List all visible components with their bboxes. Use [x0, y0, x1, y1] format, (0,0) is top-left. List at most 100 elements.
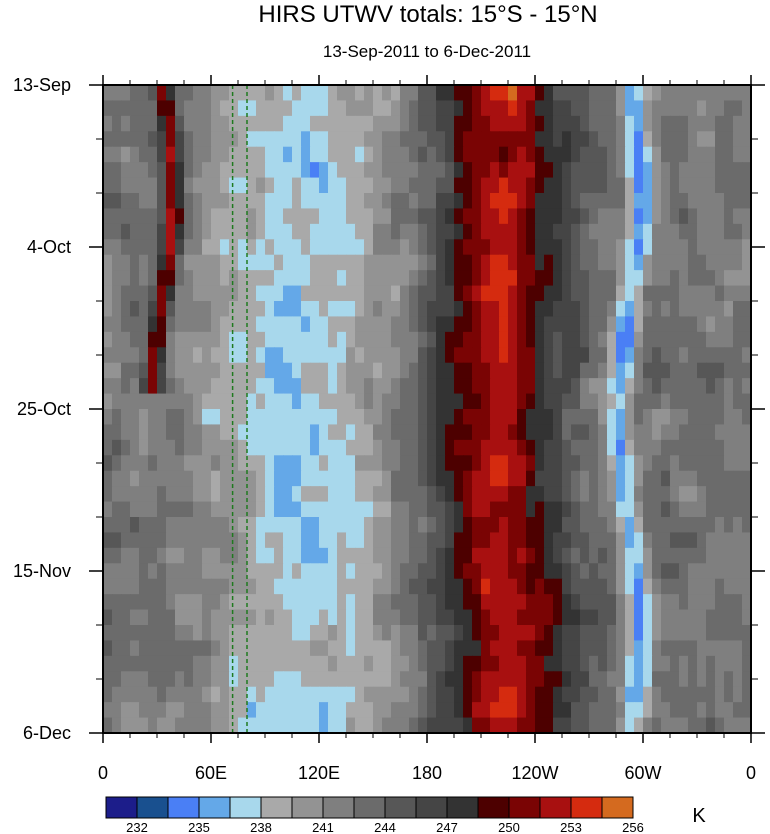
- heatmap-cell: [661, 208, 671, 225]
- heatmap-cell: [472, 270, 482, 287]
- heatmap-cell: [589, 362, 599, 379]
- heatmap-cell: [670, 270, 680, 287]
- heatmap-cell: [454, 162, 464, 179]
- heatmap-cell: [580, 177, 590, 194]
- heatmap-cell: [202, 686, 212, 703]
- heatmap-cell: [175, 532, 185, 549]
- heatmap-cell: [166, 439, 176, 456]
- heatmap-cell: [706, 532, 716, 549]
- heatmap-cell: [256, 239, 266, 256]
- heatmap-cell: [706, 424, 716, 441]
- heatmap-cell: [562, 517, 572, 534]
- heatmap-cell: [121, 501, 131, 518]
- heatmap-cell: [625, 100, 635, 117]
- heatmap-cell: [373, 393, 383, 410]
- heatmap-cell: [418, 517, 428, 534]
- heatmap-cell: [607, 547, 617, 564]
- heatmap-cell: [229, 285, 239, 302]
- heatmap-cell: [184, 362, 194, 379]
- heatmap-cell: [598, 470, 608, 487]
- heatmap-cell: [283, 208, 293, 225]
- heatmap-cell: [229, 470, 239, 487]
- heatmap-cell: [553, 239, 563, 256]
- heatmap-cell: [346, 409, 356, 426]
- heatmap-cell: [544, 578, 554, 595]
- heatmap-cell: [733, 439, 743, 456]
- heatmap-cell: [706, 146, 716, 163]
- heatmap-cell: [157, 115, 167, 132]
- heatmap-cell: [211, 455, 221, 472]
- heatmap-cell: [688, 223, 698, 240]
- heatmap-cell: [373, 547, 383, 564]
- heatmap-cell: [634, 378, 644, 395]
- heatmap-cell: [238, 409, 248, 426]
- heatmap-cell: [670, 362, 680, 379]
- heatmap-cell: [157, 193, 167, 210]
- heatmap-cell: [391, 331, 401, 348]
- heatmap-cell: [436, 193, 446, 210]
- heatmap-cell: [265, 331, 275, 348]
- heatmap-cell: [256, 517, 266, 534]
- heatmap-cell: [607, 162, 617, 179]
- heatmap-cell: [265, 223, 275, 240]
- heatmap-cell: [436, 115, 446, 132]
- heatmap-cell: [715, 131, 725, 148]
- heatmap-cell: [391, 439, 401, 456]
- colorbar-swatch: [353, 796, 386, 819]
- heatmap-cell: [337, 100, 347, 117]
- heatmap-cell: [238, 655, 248, 672]
- heatmap-cell: [256, 254, 266, 271]
- heatmap-cell: [571, 532, 581, 549]
- heatmap-cell: [409, 671, 419, 688]
- heatmap-cell: [157, 609, 167, 626]
- heatmap-cell: [283, 193, 293, 210]
- heatmap-cell: [328, 162, 338, 179]
- heatmap-cell: [301, 301, 311, 318]
- heatmap-cell: [517, 393, 527, 410]
- heatmap-cell: [139, 470, 149, 487]
- heatmap-cell: [292, 208, 302, 225]
- heatmap-cell: [517, 208, 527, 225]
- heatmap-cell: [346, 455, 356, 472]
- heatmap-cell: [508, 270, 518, 287]
- heatmap-cell: [643, 578, 653, 595]
- heatmap-cell: [265, 301, 275, 318]
- heatmap-cell: [724, 625, 734, 642]
- heatmap-cell: [499, 671, 509, 688]
- heatmap-cell: [202, 717, 212, 733]
- heatmap-cell: [535, 301, 545, 318]
- heatmap-cell: [184, 146, 194, 163]
- heatmap-cell: [589, 609, 599, 626]
- heatmap-cell: [130, 486, 140, 503]
- heatmap-cell: [436, 501, 446, 518]
- heatmap-cell: [526, 146, 536, 163]
- heatmap-cell: [166, 331, 176, 348]
- heatmap-cell: [193, 115, 203, 132]
- heatmap-cell: [535, 162, 545, 179]
- heatmap-cell: [742, 547, 751, 564]
- heatmap-cell: [166, 115, 176, 132]
- heatmap-cell: [688, 686, 698, 703]
- heatmap-cell: [265, 625, 275, 642]
- heatmap-cell: [517, 254, 527, 271]
- heatmap-cell: [292, 223, 302, 240]
- heatmap-cell: [715, 409, 725, 426]
- heatmap-cell: [472, 578, 482, 595]
- heatmap-cell: [283, 378, 293, 395]
- heatmap-cell: [337, 285, 347, 302]
- heatmap-cell: [364, 347, 374, 364]
- heatmap-cell: [130, 131, 140, 148]
- heatmap-cell: [526, 702, 536, 719]
- heatmap-cell: [319, 640, 329, 657]
- heatmap-cell: [157, 486, 167, 503]
- heatmap-cell: [580, 547, 590, 564]
- heatmap-cell: [535, 702, 545, 719]
- heatmap-cell: [148, 609, 158, 626]
- heatmap-cell: [526, 393, 536, 410]
- heatmap-cell: [265, 702, 275, 719]
- heatmap-cell: [463, 270, 473, 287]
- heatmap-cell: [148, 316, 158, 333]
- heatmap-cell: [472, 115, 482, 132]
- heatmap-cell: [319, 563, 329, 580]
- heatmap-cell: [463, 655, 473, 672]
